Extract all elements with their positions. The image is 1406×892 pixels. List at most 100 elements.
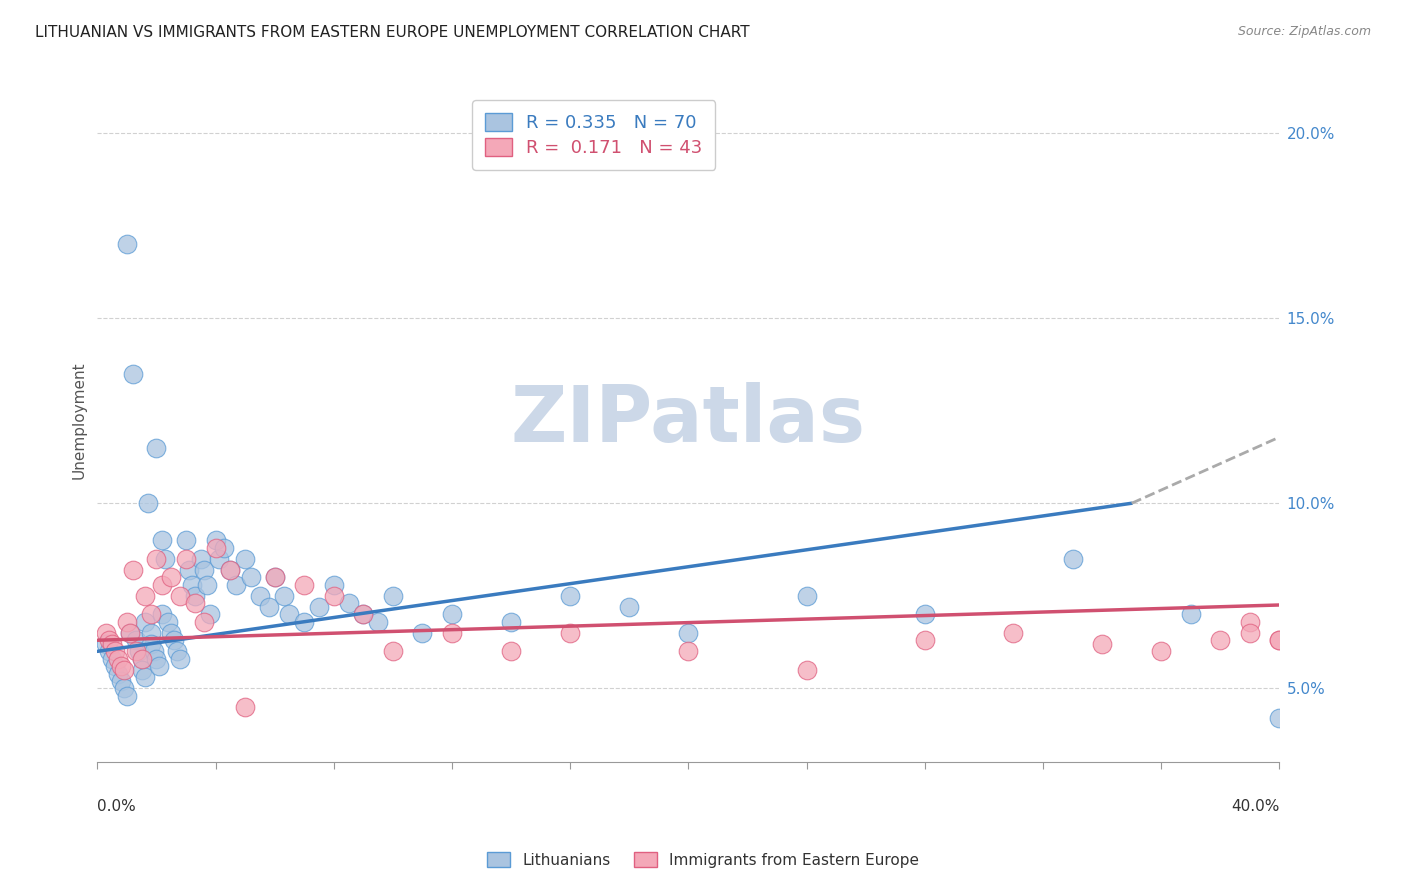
Text: 40.0%: 40.0%	[1232, 799, 1279, 814]
Point	[110, 659, 132, 673]
Point	[1091, 637, 1114, 651]
Point	[190, 551, 212, 566]
Point	[145, 441, 167, 455]
Text: 0.0%: 0.0%	[97, 799, 136, 814]
Point	[134, 589, 156, 603]
Point	[322, 577, 344, 591]
Point	[134, 670, 156, 684]
Point	[204, 533, 226, 548]
Point	[177, 563, 200, 577]
Point	[914, 607, 936, 622]
Point	[914, 633, 936, 648]
Point	[619, 599, 641, 614]
Point	[440, 625, 463, 640]
Point	[501, 615, 523, 629]
Point	[233, 551, 256, 566]
Point	[263, 570, 285, 584]
Point	[160, 570, 183, 584]
Point	[169, 652, 191, 666]
Point	[257, 599, 280, 614]
Point	[136, 496, 159, 510]
Point	[104, 659, 127, 673]
Point	[139, 625, 162, 640]
Point	[160, 625, 183, 640]
Point	[1062, 551, 1084, 566]
Point	[163, 633, 186, 648]
Point	[440, 607, 463, 622]
Point	[1268, 633, 1291, 648]
Point	[337, 596, 360, 610]
Point	[131, 663, 153, 677]
Point	[155, 551, 177, 566]
Point	[198, 607, 221, 622]
Point	[1239, 615, 1261, 629]
Point	[381, 644, 404, 658]
Point	[142, 644, 165, 658]
Point	[233, 699, 256, 714]
Point	[1268, 711, 1291, 725]
Point	[501, 644, 523, 658]
Point	[367, 615, 389, 629]
Point	[139, 607, 162, 622]
Point	[121, 563, 143, 577]
Point	[150, 607, 173, 622]
Point	[1180, 607, 1202, 622]
Point	[169, 589, 191, 603]
Point	[1002, 625, 1025, 640]
Point	[107, 666, 129, 681]
Point	[249, 589, 271, 603]
Point	[125, 644, 148, 658]
Legend: Lithuanians, Immigrants from Eastern Europe: Lithuanians, Immigrants from Eastern Eur…	[481, 846, 925, 873]
Point	[560, 625, 582, 640]
Point	[263, 570, 285, 584]
Point	[411, 625, 433, 640]
Point	[118, 625, 141, 640]
Point	[1150, 644, 1173, 658]
Point	[101, 652, 124, 666]
Point	[219, 563, 242, 577]
Point	[273, 589, 295, 603]
Point	[145, 551, 167, 566]
Legend: R = 0.335   N = 70, R =  0.171   N = 43: R = 0.335 N = 70, R = 0.171 N = 43	[472, 100, 716, 169]
Point	[115, 615, 138, 629]
Point	[134, 615, 156, 629]
Point	[219, 563, 242, 577]
Point	[166, 644, 188, 658]
Point	[148, 659, 170, 673]
Point	[193, 563, 215, 577]
Point	[225, 577, 247, 591]
Point	[128, 644, 150, 658]
Point	[98, 633, 121, 648]
Point	[112, 681, 135, 696]
Point	[796, 589, 818, 603]
Point	[112, 663, 135, 677]
Point	[193, 615, 215, 629]
Point	[560, 589, 582, 603]
Point	[1268, 633, 1291, 648]
Point	[352, 607, 374, 622]
Point	[150, 533, 173, 548]
Point	[107, 652, 129, 666]
Point	[204, 541, 226, 555]
Point	[118, 625, 141, 640]
Point	[174, 551, 197, 566]
Point	[292, 615, 315, 629]
Text: LITHUANIAN VS IMMIGRANTS FROM EASTERN EUROPE UNEMPLOYMENT CORRELATION CHART: LITHUANIAN VS IMMIGRANTS FROM EASTERN EU…	[35, 25, 749, 40]
Point	[1239, 625, 1261, 640]
Point	[150, 577, 173, 591]
Point	[145, 652, 167, 666]
Y-axis label: Unemployment: Unemployment	[72, 361, 86, 479]
Point	[180, 577, 202, 591]
Point	[174, 533, 197, 548]
Point	[157, 615, 180, 629]
Point	[131, 652, 153, 666]
Point	[125, 633, 148, 648]
Point	[195, 577, 218, 591]
Point	[184, 596, 207, 610]
Point	[678, 625, 700, 640]
Point	[214, 541, 236, 555]
Point	[139, 637, 162, 651]
Text: ZIPatlas: ZIPatlas	[510, 382, 866, 458]
Point	[96, 625, 118, 640]
Point	[292, 577, 315, 591]
